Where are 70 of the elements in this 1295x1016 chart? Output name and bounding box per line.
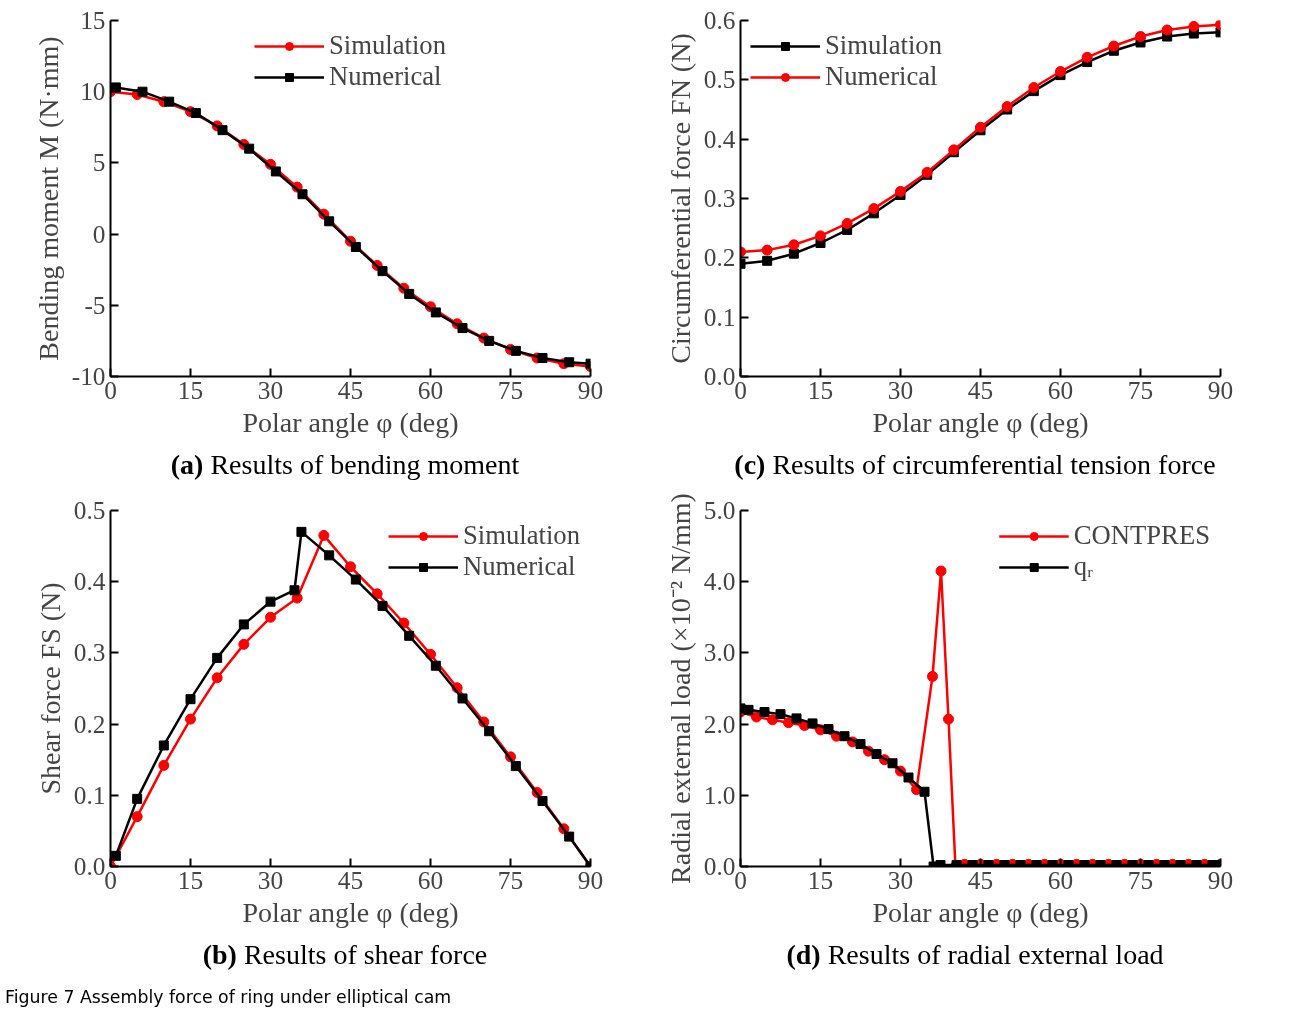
y-tick-label: 15 — [80, 6, 106, 34]
x-axis-title: Polar angle φ (deg) — [872, 406, 1089, 438]
y-tick-label: -10 — [71, 362, 106, 390]
y-tick-label: 1.0 — [703, 780, 736, 809]
x-tick-label: 75 — [1127, 375, 1154, 404]
y-tick-label: 0.0 — [703, 852, 736, 880]
x-tick-label: 45 — [337, 865, 364, 894]
y-tick-label: 4.0 — [703, 567, 736, 596]
x-axis-title: Polar angle φ (deg) — [242, 896, 459, 928]
x-tick-label: 90 — [1207, 375, 1234, 404]
x-tick-label: 90 — [1207, 865, 1234, 894]
x-tick-label: 15 — [807, 865, 834, 894]
x-tick-label: 90 — [577, 375, 604, 404]
text: (b) Results of shear force — [201, 938, 489, 972]
text: (a) Results of bending moment — [169, 448, 521, 482]
x-tick-label: 75 — [497, 375, 524, 404]
x-tick-label: 75 — [1127, 865, 1154, 894]
x-tick-label: 30 — [887, 375, 914, 404]
y-tick-label: 0 — [92, 219, 106, 248]
legend-label: Simulation — [463, 520, 580, 551]
y-axis-title: Radial external load (×10⁻² N/mm) — [664, 493, 696, 884]
legend-label: Simulation — [329, 30, 446, 61]
y-tick-label: 0.2 — [73, 709, 106, 738]
y-tick-label: 0.1 — [703, 302, 736, 331]
x-tick-label: 60 — [1047, 865, 1074, 894]
y-tick-label: 0.5 — [703, 65, 736, 94]
y-tick-label: 0.4 — [73, 567, 106, 596]
y-tick-label: 0.1 — [73, 780, 106, 809]
x-axis-title: Polar angle φ (deg) — [872, 896, 1089, 928]
y-tick-label: 0.2 — [703, 243, 736, 272]
y-tick-label: 5 — [92, 148, 106, 177]
y-tick-label: 0.6 — [703, 6, 736, 34]
text: (d) Results of radial external load — [785, 938, 1165, 972]
caption: Figure 7 Assembly force of ring under elliptical cam — [5, 986, 452, 1009]
x-tick-label: 45 — [967, 375, 994, 404]
x-tick-label: 60 — [417, 865, 444, 894]
y-axis-title: Circumferential force FN (N) — [664, 33, 696, 364]
legend-label: Numerical — [825, 61, 938, 92]
x-tick-label: 60 — [1047, 375, 1074, 404]
x-tick-label: 75 — [497, 865, 524, 894]
y-tick-label: 0.3 — [703, 184, 736, 212]
y-tick-label: 3.0 — [703, 638, 736, 667]
legend-label: Numerical — [329, 61, 442, 92]
x-tick-label: 90 — [577, 865, 604, 894]
y-tick-label: 2.0 — [703, 709, 736, 738]
x-tick-label: 60 — [417, 375, 444, 404]
y-tick-label: 0.0 — [703, 362, 736, 390]
x-tick-label: 15 — [177, 375, 204, 404]
y-axis-title: Shear force FS (N) — [34, 582, 66, 795]
x-tick-label: 30 — [257, 865, 284, 894]
text: (c) Results of circumferential tension force — [733, 448, 1217, 482]
legend-label: qᵣ — [1073, 551, 1094, 582]
y-tick-label: 0.4 — [703, 124, 736, 153]
y-tick-label: 10 — [80, 77, 106, 106]
x-tick-label: 45 — [337, 375, 364, 404]
y-tick-label: 0.3 — [73, 638, 106, 667]
x-tick-label: 45 — [967, 865, 994, 894]
x-tick-label: 15 — [177, 865, 204, 894]
y-tick-label: 5.0 — [703, 496, 736, 524]
legend-label: Numerical — [463, 551, 576, 582]
x-axis-title: Polar angle φ (deg) — [242, 406, 459, 438]
y-tick-label: 0.0 — [73, 852, 106, 880]
y-axis-title: Bending moment M (N·mm) — [32, 36, 64, 361]
y-tick-label: 0.5 — [73, 496, 106, 524]
x-tick-label: 15 — [807, 375, 834, 404]
x-tick-label: 30 — [887, 865, 914, 894]
legend-label: Simulation — [825, 30, 942, 61]
legend-label: CONTPRES — [1073, 520, 1210, 551]
x-tick-label: 30 — [257, 375, 284, 404]
y-tick-label: -5 — [84, 290, 106, 319]
